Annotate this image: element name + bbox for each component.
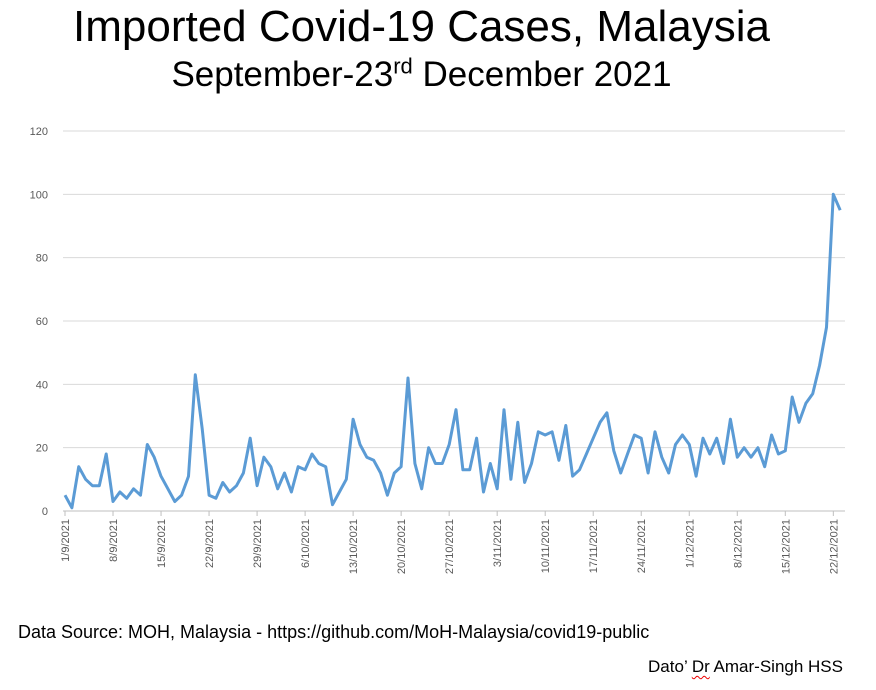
x-tick-label: 15/9/2021 xyxy=(156,519,168,568)
x-tick-label: 27/10/2021 xyxy=(444,519,456,574)
chart-subtitle: September-23rd December 2021 xyxy=(0,55,843,95)
x-tick-label: 8/12/2021 xyxy=(732,519,744,568)
x-tick-label: 1/9/2021 xyxy=(60,519,72,562)
x-tick-label: 20/10/2021 xyxy=(396,519,408,574)
x-tick-label: 29/9/2021 xyxy=(252,519,264,568)
author-credit: Dato’ Dr Amar-Singh HSS xyxy=(648,657,843,677)
x-tick-label: 24/11/2021 xyxy=(636,519,648,573)
line-chart: 0 20 40 60 80 100 120 1/9/2021 8/9/2021 15/9/202… xyxy=(30,126,845,574)
x-tick-label: 15/12/2021 xyxy=(780,519,792,574)
x-tick-label: 6/10/2021 xyxy=(300,519,312,568)
credit-text: Amar-Singh HSS xyxy=(709,657,843,676)
y-tick-label: 20 xyxy=(36,443,48,455)
subtitle-sup: rd xyxy=(393,53,413,79)
credit-text: Dr xyxy=(691,657,710,676)
x-tick-label: 17/11/2021 xyxy=(588,519,600,573)
x-tick-label: 22/12/2021 xyxy=(828,519,840,574)
subtitle-part: December 2021 xyxy=(412,55,672,94)
x-tick-label: 1/12/2021 xyxy=(684,519,696,568)
subtitle-part: September-23 xyxy=(171,55,394,94)
x-tick-label: 3/11/2021 xyxy=(492,519,504,567)
y-tick-label: 40 xyxy=(36,379,48,391)
y-tick-label: 60 xyxy=(36,316,48,328)
y-tick-label: 100 xyxy=(30,189,48,201)
y-tick-label: 120 xyxy=(30,126,48,138)
y-tick-label: 80 xyxy=(36,253,48,265)
y-tick-label: 0 xyxy=(42,506,48,518)
credit-text: Dato’ xyxy=(648,657,692,676)
chart-title: Imported Covid-19 Cases, Malaysia xyxy=(73,2,770,51)
x-tick-label: 8/9/2021 xyxy=(108,519,120,562)
x-tick-label: 13/10/2021 xyxy=(348,519,360,574)
x-tick-label: 22/9/2021 xyxy=(204,519,216,568)
data-source: Data Source: MOH, Malaysia - https://git… xyxy=(18,622,650,642)
x-tick-label: 10/11/2021 xyxy=(540,519,552,573)
series-line xyxy=(63,192,842,510)
